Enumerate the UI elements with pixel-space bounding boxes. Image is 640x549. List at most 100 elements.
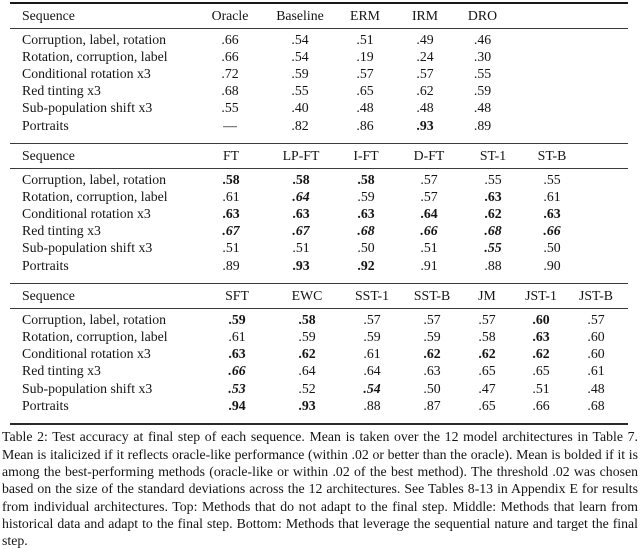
value-cell: .58 [298, 311, 316, 327]
value-cell: .51 [222, 240, 240, 256]
table-row: Conditional rotation x3 .63 .63 .63 .64 .62 .6… [10, 206, 628, 223]
value-cell: .48 [356, 100, 374, 116]
value-cell: .50 [357, 240, 375, 256]
method-column-header: I-FT [353, 148, 379, 164]
value-cell: .93 [298, 397, 316, 413]
row-label: Corruption, label, rotation [22, 171, 167, 187]
value-cell: .58 [357, 171, 375, 187]
value-cell: .30 [473, 48, 492, 64]
value-cell: .54 [291, 48, 309, 64]
spacer-cell [624, 380, 628, 397]
method-column-header: Oracle [211, 8, 249, 23]
value-cell: .58 [292, 171, 310, 187]
spacer-cell [510, 65, 628, 82]
value-cell: .61 [222, 188, 240, 204]
value-cell: .61 [543, 188, 561, 204]
spacer-cell [579, 240, 628, 257]
method-column-header: EWC [291, 288, 323, 304]
spacer-cell [624, 346, 628, 363]
header-row: Sequence Oracle Baseline ERM IRM DRO [10, 4, 628, 29]
sequence-column-header: Sequence [22, 288, 75, 304]
table-row: Corruption, label, rotation .59 .58 .57 .57.… [10, 309, 628, 329]
value-cell: .57 [420, 171, 438, 187]
row-label: Rotation, corruption, label [22, 329, 168, 345]
value-cell: .55 [473, 65, 492, 81]
value-cell: .63 [532, 329, 550, 345]
value-cell: .89 [222, 257, 240, 273]
header-row: Sequence FT LP-FT I-FT D-FT ST-1 ST-B [10, 144, 628, 169]
spacer-cell [510, 83, 628, 100]
value-cell: .62 [423, 346, 441, 362]
method-column-header: SFT [225, 288, 249, 304]
spacer-cell [624, 397, 628, 423]
value-cell: .58 [222, 171, 240, 187]
value-cell: .64 [292, 188, 310, 204]
row-label: Rotation, corruption, label [22, 188, 168, 204]
value-cell: .59 [291, 65, 309, 81]
results-table: Sequence Oracle Baseline ERM IRM DRO Corrupti… [10, 2, 628, 426]
table-row: Conditional rotation x3 .63 .62 .61 .62 .62 .6… [10, 346, 628, 363]
value-cell: .59 [298, 329, 316, 345]
value-cell: .63 [222, 206, 240, 222]
table-section-top: Sequence Oracle Baseline ERM IRM DRO Corrupti… [10, 4, 628, 143]
value-cell: .66 [221, 48, 239, 64]
value-cell: .48 [416, 100, 434, 116]
value-cell: .88 [484, 257, 502, 273]
table-row: Rotation, corruption, label .61 .59 .59 .59.… [10, 328, 628, 345]
row-label: Corruption, label, rotation [22, 31, 167, 47]
spacer-cell [579, 169, 628, 189]
value-cell: .59 [423, 329, 441, 345]
row-label: Red tinting x3 [22, 83, 101, 99]
value-cell: .57 [420, 188, 438, 204]
header-row: Sequence SFT EWC SST-1 SST-B JM JST-1 JST-B [10, 284, 628, 309]
value-cell: .57 [356, 65, 374, 81]
value-cell: .68 [357, 223, 375, 239]
value-cell: .68 [587, 397, 605, 413]
spacer-cell [510, 4, 628, 29]
table-row: Sub-population shift x3 .53 .52 .54 .50 .47 .5… [10, 380, 628, 397]
value-cell: .87 [423, 397, 441, 413]
method-column-header: ST-1 [479, 148, 507, 164]
value-cell: .51 [420, 240, 438, 256]
value-cell: .49 [416, 31, 434, 47]
value-cell: .62 [298, 346, 316, 362]
value-cell: .55 [484, 240, 502, 256]
value-cell: .63 [484, 188, 502, 204]
value-cell: .59 [363, 329, 381, 345]
row-label: Portraits [22, 117, 69, 133]
value-cell: .19 [356, 48, 374, 64]
value-cell: .65 [478, 397, 496, 413]
value-cell: .88 [363, 397, 381, 413]
spacer-cell [510, 48, 628, 65]
method-column-header: JM [478, 288, 496, 304]
value-cell: .94 [228, 397, 246, 413]
table-row: Portraits .94 .93 .88 .87 .65 .66 .68 [10, 397, 628, 423]
row-label: Portraits [22, 397, 69, 413]
spacer-cell [579, 257, 628, 283]
method-column-header: LP-FT [282, 148, 320, 164]
table-row: Red tinting x3 .68 .55 .65 .62 .59 [10, 83, 628, 100]
spacer-cell [579, 144, 628, 169]
value-cell: .54 [363, 380, 381, 396]
value-cell: .53 [228, 380, 246, 396]
value-cell: .91 [420, 257, 438, 273]
sequence-column-header: Sequence [22, 8, 75, 23]
value-cell: .60 [587, 329, 605, 345]
value-cell: .82 [291, 117, 309, 133]
value-cell: .72 [221, 65, 239, 81]
method-column-header: D-FT [413, 148, 445, 164]
table-row: Red tinting x3 .67 .67 .68 .66 .68 .66 [10, 223, 628, 240]
value-cell: .24 [416, 48, 434, 64]
value-cell: .66 [420, 223, 438, 239]
value-cell: .52 [298, 380, 316, 396]
table-row: Rotation, corruption, label .66 .54 .19 .24.… [10, 48, 628, 65]
value-cell: .51 [292, 240, 310, 256]
method-column-header: IRM [411, 8, 439, 23]
spacer-cell [624, 363, 628, 380]
value-cell: .63 [423, 363, 441, 379]
value-cell: .58 [478, 329, 496, 345]
spacer-cell [510, 117, 628, 143]
value-cell: .51 [532, 380, 550, 396]
method-column-header: DRO [467, 8, 498, 23]
